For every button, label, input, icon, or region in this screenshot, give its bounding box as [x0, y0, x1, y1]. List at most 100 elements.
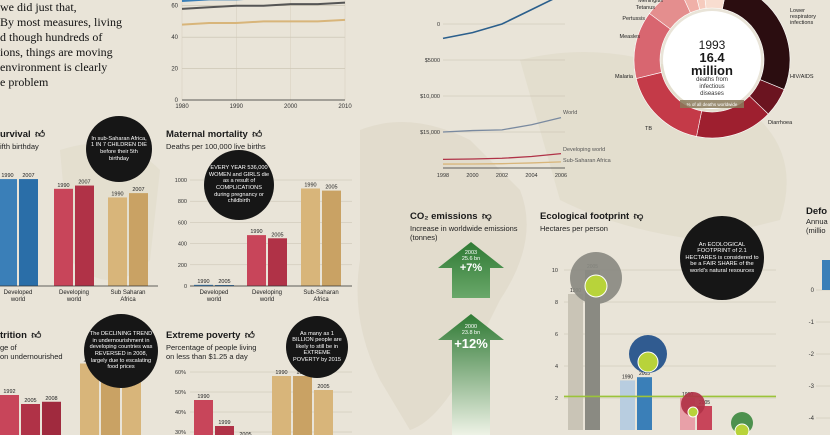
bar [54, 188, 73, 286]
bar-label: 1990 [197, 279, 209, 285]
maternal-subtitle: Deaths per 100,000 live births [166, 142, 266, 151]
co2-arrow1-pct: +7% [459, 262, 483, 274]
poverty-title: Extreme poverty [166, 330, 241, 341]
co2-arrow2-pct: +12% [454, 336, 488, 351]
series-line [181, 0, 244, 2]
y-tick-label: $15,000 [420, 130, 440, 136]
slice-label: respiratory [790, 14, 816, 20]
x-tick-label: 2006 [555, 173, 567, 179]
intro-line: e problem [0, 75, 49, 89]
footprint-share-circle [734, 423, 750, 435]
footprint-share-circle [584, 274, 608, 298]
survival-chart: 1990 2007Developedworld19902007Developing… [0, 173, 158, 303]
life-expectancy-chart: 0 20 40 60 1980 1990 2000 2010 [171, 0, 352, 110]
bar [268, 238, 287, 286]
intro-line: By most measures, living [0, 15, 122, 29]
bar [293, 376, 312, 435]
category-label: world [66, 297, 81, 303]
intro-line: environment is clearly [0, 60, 108, 74]
bar-label: 2007 [22, 173, 34, 179]
bar-label: 1990 [111, 191, 123, 197]
thumbs-down-icon: 👎︎ [482, 211, 492, 222]
category-label: Sub Saharan [110, 290, 145, 296]
y-tick-label: 60 [171, 4, 178, 10]
slice-label: infections [790, 20, 813, 26]
co2-title: CO₂ emissions [410, 211, 478, 222]
co2-subtitle-line: (tonnes) [410, 233, 438, 242]
bar-label: 2005 [271, 232, 283, 238]
disease-value: 16.4 [699, 50, 725, 65]
nutrition-subtitle-line: ge of [0, 343, 17, 352]
category-label: world [10, 297, 25, 303]
y-tick-label: 50% [175, 390, 186, 396]
y-tick-label: -1 [809, 320, 815, 326]
bar [42, 401, 61, 435]
bar [75, 185, 94, 286]
footprint-share-circle [687, 406, 699, 418]
x-tick-label: 2002 [496, 173, 508, 179]
x-tick-label: 2010 [338, 104, 352, 110]
nutrition-fact-bubble: The DECLINING TREND in undernourishment … [84, 314, 158, 388]
series-line [442, 161, 562, 165]
category-label: Africa [120, 297, 136, 303]
y-tick-label: 40% [175, 410, 186, 416]
deforestation-subtitle-line: Annua [806, 217, 828, 226]
y-tick-label: 6 [555, 332, 558, 338]
bar-label: 2005 [325, 185, 337, 191]
bar [0, 179, 17, 286]
series-label: Sub-Saharan Africa [563, 158, 612, 164]
y-tick-label: 10 [552, 268, 558, 274]
category-label: Africa [313, 297, 329, 303]
y-tick-label: 0 [175, 98, 179, 104]
y-tick-label: -2 [809, 352, 815, 358]
y-tick-label: 40 [171, 35, 178, 41]
deforestation-chart: 0 -1 -2 -3 -4 [809, 260, 830, 422]
x-tick-label: 2000 [466, 173, 478, 179]
x-tick-label: 2004 [525, 173, 537, 179]
slice-label: Malaria [615, 74, 634, 80]
category-label: Sub-Saharan [303, 290, 338, 296]
footprint-subtitle: Hectares per person [540, 224, 608, 233]
slice-label: Meningitis [638, 0, 663, 4]
y-tick-label: 0 [184, 284, 187, 290]
bar-label: 2005 [24, 398, 36, 404]
y-tick-label: 4 [555, 364, 558, 370]
category-label: Developing [59, 290, 89, 296]
co2-subtitle-line: Increase in worldwide emissions [410, 224, 518, 233]
footprint-heading: Ecological footprint 👎︎ Hectares per per… [540, 206, 643, 233]
deforestation-heading: Defo Annua (millio [806, 206, 828, 235]
y-tick-label: $10,000 [420, 94, 440, 100]
y-tick-label: $5000 [425, 58, 440, 64]
series-line [181, 18, 346, 26]
co2-arrow1-amount: 25.6 bn [461, 256, 481, 262]
slice-label: HIV/AIDS [790, 74, 814, 80]
bar-label: 2005 [639, 371, 650, 377]
nutrition-heading: trition 👍︎ ge of on undernourished [0, 325, 63, 361]
y-tick-label: 60% [175, 370, 186, 376]
co2-arrow-2000 [438, 314, 504, 435]
slice-label: Measles [620, 34, 641, 40]
intro-line: d though hundreds of [0, 30, 103, 44]
y-tick-label: 2 [555, 396, 558, 402]
bar [0, 395, 19, 435]
bar [637, 377, 652, 430]
bar [194, 284, 213, 286]
footprint-title: Ecological footprint [540, 211, 630, 222]
donut-inner-band [680, 100, 744, 108]
bar-label: 2005 [218, 279, 230, 285]
footprint-fact-bubble: An ECOLOGICAL FOOTPRINT of 2.1 HECTARES … [680, 216, 764, 300]
category-label: Developed [4, 290, 33, 296]
co2-heading: CO₂ emissions 👎︎ Increase in worldwide e… [410, 206, 518, 242]
bar [194, 400, 213, 435]
bar [108, 197, 127, 286]
series-line [442, 0, 553, 40]
series-line [181, 1, 346, 10]
y-tick-label: 800 [178, 199, 187, 205]
disease-desc-line: diseases [700, 91, 724, 97]
maternal-heading: Maternal mortality 👍︎ Deaths per 100,000… [166, 124, 266, 151]
donut-slice [704, 0, 725, 10]
bar [129, 193, 148, 286]
nutrition-title: trition [0, 330, 27, 341]
y-tick-label: 600 [178, 220, 187, 226]
bar-label: 2005 [239, 432, 251, 435]
